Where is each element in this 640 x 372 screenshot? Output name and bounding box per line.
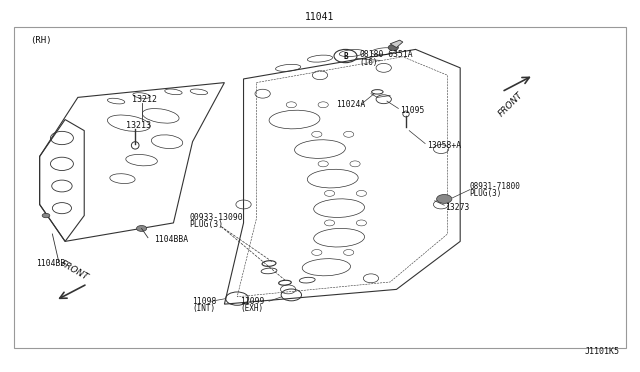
Text: 13273: 13273 bbox=[445, 203, 470, 212]
Text: 11098: 11098 bbox=[193, 297, 217, 306]
Text: 00933-13090: 00933-13090 bbox=[189, 213, 243, 222]
Text: FRONT: FRONT bbox=[59, 259, 90, 282]
Text: 11099: 11099 bbox=[241, 297, 265, 306]
Circle shape bbox=[436, 195, 452, 203]
Circle shape bbox=[136, 225, 147, 231]
Text: B: B bbox=[343, 52, 348, 61]
Text: 08180-6351A: 08180-6351A bbox=[360, 51, 413, 60]
Text: 13058+A: 13058+A bbox=[427, 141, 461, 150]
Text: 13212: 13212 bbox=[132, 95, 157, 104]
Text: 08931-71800: 08931-71800 bbox=[470, 182, 520, 191]
Text: (INT): (INT) bbox=[193, 304, 216, 313]
Text: 11041: 11041 bbox=[305, 13, 335, 22]
Circle shape bbox=[388, 45, 398, 51]
Text: PLUG(3): PLUG(3) bbox=[189, 220, 223, 229]
Polygon shape bbox=[390, 40, 403, 48]
Text: 11095: 11095 bbox=[399, 106, 424, 115]
Circle shape bbox=[42, 213, 50, 218]
Text: (RH): (RH) bbox=[30, 36, 52, 45]
Text: (EXH): (EXH) bbox=[241, 304, 264, 313]
Text: FRONT: FRONT bbox=[497, 91, 525, 119]
Text: PLUG(3): PLUG(3) bbox=[470, 189, 502, 198]
Circle shape bbox=[438, 195, 451, 203]
Text: (16): (16) bbox=[360, 58, 378, 67]
Text: 1104BB: 1104BB bbox=[36, 259, 66, 268]
Text: 1104BBA: 1104BBA bbox=[154, 235, 188, 244]
Text: 11024A: 11024A bbox=[336, 100, 365, 109]
Text: 13213: 13213 bbox=[125, 121, 150, 129]
Text: J1101K5: J1101K5 bbox=[584, 347, 620, 356]
